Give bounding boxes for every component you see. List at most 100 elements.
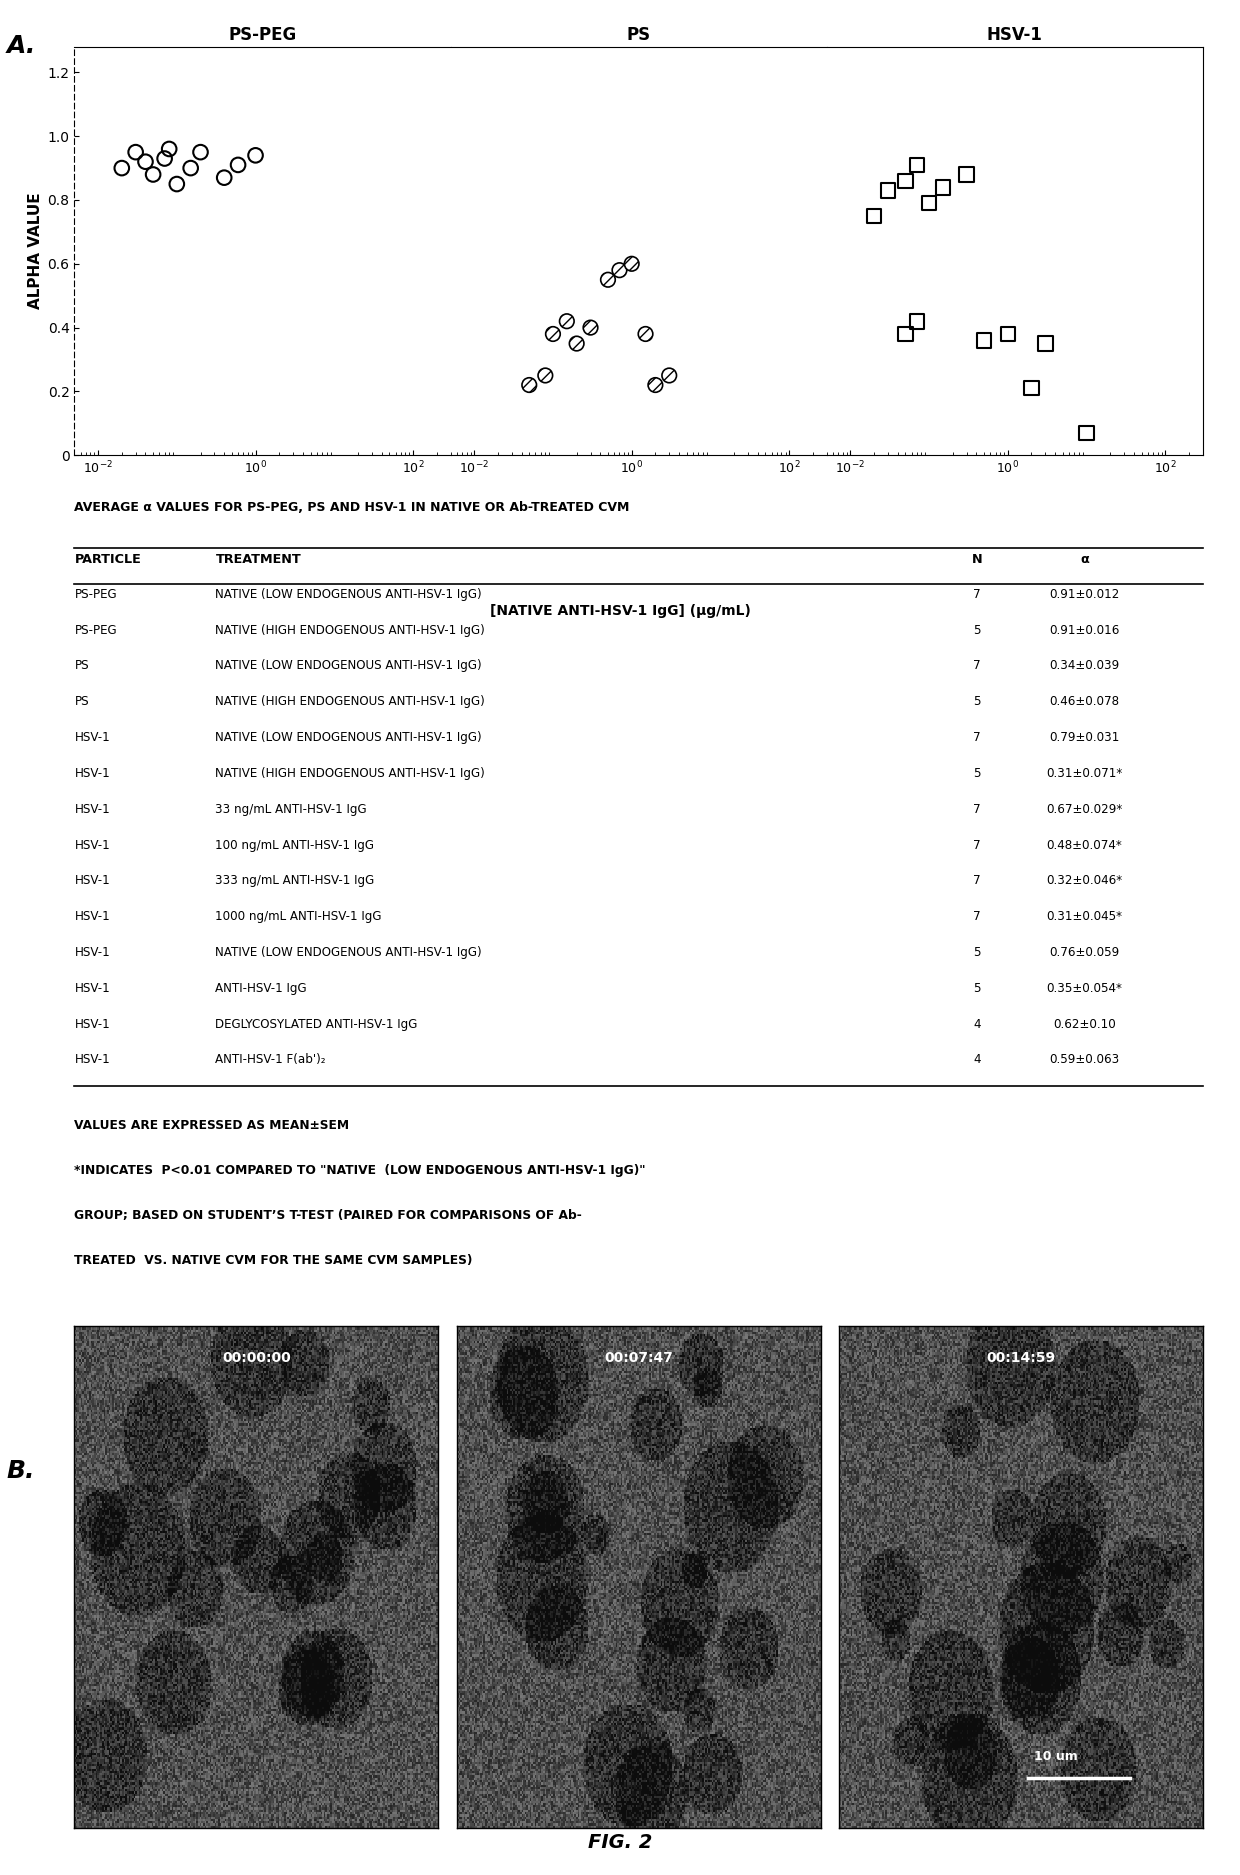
- Text: α: α: [1080, 553, 1089, 566]
- Point: [125, 137, 145, 167]
- Text: 0.31±0.071*: 0.31±0.071*: [1047, 767, 1122, 780]
- Text: 5: 5: [973, 947, 981, 958]
- Text: 00:00:00: 00:00:00: [222, 1350, 290, 1365]
- Text: HSV-1: HSV-1: [74, 982, 110, 996]
- Text: 0.62±0.10: 0.62±0.10: [1053, 1018, 1116, 1031]
- Text: NATIVE (HIGH ENDOGENOUS ANTI-HSV-1 IgG): NATIVE (HIGH ENDOGENOUS ANTI-HSV-1 IgG): [216, 624, 485, 638]
- Point: [895, 319, 915, 349]
- Text: 5: 5: [973, 696, 981, 709]
- Text: HSV-1: HSV-1: [74, 731, 110, 744]
- Point: [906, 306, 926, 336]
- Text: GROUP; BASED ON STUDENT’S T-TEST (PAIRED FOR COMPARISONS OF Ab-: GROUP; BASED ON STUDENT’S T-TEST (PAIRED…: [74, 1209, 582, 1222]
- Point: [660, 360, 680, 390]
- Text: 7: 7: [973, 589, 981, 600]
- Text: FIG. 2: FIG. 2: [588, 1834, 652, 1852]
- Point: [975, 326, 994, 356]
- Text: 0.91±0.012: 0.91±0.012: [1049, 589, 1120, 600]
- Text: ANTI-HSV-1 F(ab')₂: ANTI-HSV-1 F(ab')₂: [216, 1054, 326, 1067]
- Text: VALUES ARE EXPRESSED AS MEAN±SEM: VALUES ARE EXPRESSED AS MEAN±SEM: [74, 1119, 350, 1132]
- Text: PS-PEG: PS-PEG: [74, 624, 117, 638]
- Text: 5: 5: [973, 982, 981, 996]
- Text: 0.67±0.029*: 0.67±0.029*: [1047, 802, 1122, 816]
- Point: [1035, 328, 1055, 358]
- Point: [1022, 373, 1042, 403]
- Point: [1076, 418, 1096, 448]
- Point: [580, 313, 600, 343]
- Text: 100 ng/mL ANTI-HSV-1 IgG: 100 ng/mL ANTI-HSV-1 IgG: [216, 838, 374, 851]
- Text: 33 ng/mL ANTI-HSV-1 IgG: 33 ng/mL ANTI-HSV-1 IgG: [216, 802, 367, 816]
- Text: 7: 7: [973, 731, 981, 744]
- Text: 0.76±0.059: 0.76±0.059: [1049, 947, 1120, 958]
- Text: B.: B.: [6, 1459, 35, 1483]
- Point: [215, 163, 234, 193]
- Point: [143, 159, 162, 189]
- Text: PS: PS: [74, 660, 89, 673]
- Text: NATIVE (LOW ENDOGENOUS ANTI-HSV-1 IgG): NATIVE (LOW ENDOGENOUS ANTI-HSV-1 IgG): [216, 731, 482, 744]
- Text: [NATIVE ANTI-HSV-1 IgG] (μg/mL): [NATIVE ANTI-HSV-1 IgG] (μg/mL): [490, 604, 750, 617]
- Text: 0.91±0.016: 0.91±0.016: [1049, 624, 1120, 638]
- Point: [557, 306, 577, 336]
- Point: [159, 133, 179, 163]
- Text: HSV-1: HSV-1: [74, 1018, 110, 1031]
- Title: PS-PEG: PS-PEG: [228, 26, 296, 43]
- Point: [181, 154, 201, 184]
- Text: 333 ng/mL ANTI-HSV-1 IgG: 333 ng/mL ANTI-HSV-1 IgG: [216, 874, 374, 887]
- Text: 7: 7: [973, 909, 981, 922]
- Text: 0.59±0.063: 0.59±0.063: [1049, 1054, 1120, 1067]
- Point: [906, 150, 926, 180]
- Text: 4: 4: [973, 1018, 981, 1031]
- Point: [112, 154, 131, 184]
- Text: HSV-1: HSV-1: [74, 909, 110, 922]
- Text: 0.32±0.046*: 0.32±0.046*: [1047, 874, 1122, 887]
- Text: NATIVE (HIGH ENDOGENOUS ANTI-HSV-1 IgG): NATIVE (HIGH ENDOGENOUS ANTI-HSV-1 IgG): [216, 767, 485, 780]
- Point: [135, 146, 155, 176]
- Text: 0.79±0.031: 0.79±0.031: [1049, 731, 1120, 744]
- Text: HSV-1: HSV-1: [74, 767, 110, 780]
- Text: 5: 5: [973, 767, 981, 780]
- Point: [621, 249, 641, 279]
- Point: [536, 360, 556, 390]
- Point: [228, 150, 248, 180]
- Text: 00:07:47: 00:07:47: [604, 1350, 673, 1365]
- Text: NATIVE (LOW ENDOGENOUS ANTI-HSV-1 IgG): NATIVE (LOW ENDOGENOUS ANTI-HSV-1 IgG): [216, 589, 482, 600]
- Point: [610, 255, 630, 285]
- Point: [191, 137, 211, 167]
- Point: [646, 369, 666, 399]
- Text: N: N: [972, 553, 982, 566]
- Text: NATIVE (LOW ENDOGENOUS ANTI-HSV-1 IgG): NATIVE (LOW ENDOGENOUS ANTI-HSV-1 IgG): [216, 947, 482, 958]
- Text: HSV-1: HSV-1: [74, 1054, 110, 1067]
- Text: A.: A.: [6, 34, 36, 58]
- Point: [598, 264, 618, 294]
- Point: [878, 176, 898, 206]
- Point: [932, 172, 952, 202]
- Text: HSV-1: HSV-1: [74, 947, 110, 958]
- Text: 0.34±0.039: 0.34±0.039: [1049, 660, 1120, 673]
- Point: [520, 369, 539, 399]
- Text: NATIVE (LOW ENDOGENOUS ANTI-HSV-1 IgG): NATIVE (LOW ENDOGENOUS ANTI-HSV-1 IgG): [216, 660, 482, 673]
- Text: TREATED  VS. NATIVE CVM FOR THE SAME CVM SAMPLES): TREATED VS. NATIVE CVM FOR THE SAME CVM …: [74, 1254, 472, 1268]
- Text: DEGLYCOSYLATED ANTI-HSV-1 IgG: DEGLYCOSYLATED ANTI-HSV-1 IgG: [216, 1018, 418, 1031]
- Point: [998, 319, 1018, 349]
- Text: NATIVE (HIGH ENDOGENOUS ANTI-HSV-1 IgG): NATIVE (HIGH ENDOGENOUS ANTI-HSV-1 IgG): [216, 696, 485, 709]
- Title: HSV-1: HSV-1: [987, 26, 1043, 43]
- Text: 0.46±0.078: 0.46±0.078: [1049, 696, 1120, 709]
- Text: 7: 7: [973, 660, 981, 673]
- Point: [864, 201, 884, 231]
- Text: AVERAGE α VALUES FOR PS-PEG, PS AND HSV-1 IN NATIVE OR Ab-TREATED CVM: AVERAGE α VALUES FOR PS-PEG, PS AND HSV-…: [74, 501, 630, 514]
- Point: [167, 169, 187, 199]
- Text: 1000 ng/mL ANTI-HSV-1 IgG: 1000 ng/mL ANTI-HSV-1 IgG: [216, 909, 382, 922]
- Text: ANTI-HSV-1 IgG: ANTI-HSV-1 IgG: [216, 982, 308, 996]
- Text: 0.48±0.074*: 0.48±0.074*: [1047, 838, 1122, 851]
- Point: [919, 188, 939, 218]
- Text: 7: 7: [973, 802, 981, 816]
- Text: 0.31±0.045*: 0.31±0.045*: [1047, 909, 1122, 922]
- Text: 7: 7: [973, 874, 981, 887]
- Point: [895, 165, 915, 195]
- Point: [957, 159, 977, 189]
- Text: 00:14:59: 00:14:59: [986, 1350, 1055, 1365]
- Text: 10 um: 10 um: [1034, 1749, 1078, 1762]
- Text: PS-PEG: PS-PEG: [74, 589, 117, 600]
- Text: TREATMENT: TREATMENT: [216, 553, 301, 566]
- Point: [543, 319, 563, 349]
- Text: *INDICATES  P<0.01 COMPARED TO "NATIVE  (LOW ENDOGENOUS ANTI-HSV-1 IgG)": *INDICATES P<0.01 COMPARED TO "NATIVE (L…: [74, 1164, 646, 1178]
